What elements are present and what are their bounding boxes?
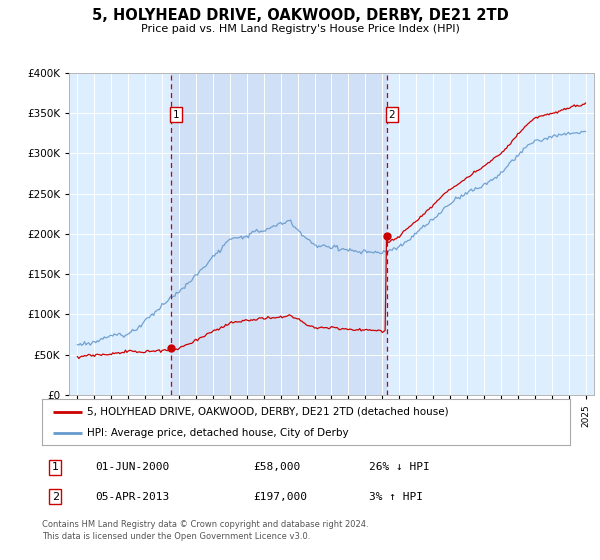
Text: 2: 2: [52, 492, 59, 502]
Text: 5, HOLYHEAD DRIVE, OAKWOOD, DERBY, DE21 2TD: 5, HOLYHEAD DRIVE, OAKWOOD, DERBY, DE21 …: [92, 8, 508, 24]
Text: £58,000: £58,000: [253, 462, 301, 472]
Text: Price paid vs. HM Land Registry's House Price Index (HPI): Price paid vs. HM Land Registry's House …: [140, 24, 460, 34]
Text: 2: 2: [389, 110, 395, 120]
Text: 1: 1: [172, 110, 179, 120]
Text: Contains HM Land Registry data © Crown copyright and database right 2024.: Contains HM Land Registry data © Crown c…: [42, 520, 368, 529]
Text: 5, HOLYHEAD DRIVE, OAKWOOD, DERBY, DE21 2TD (detached house): 5, HOLYHEAD DRIVE, OAKWOOD, DERBY, DE21 …: [87, 407, 449, 417]
Text: 05-APR-2013: 05-APR-2013: [95, 492, 169, 502]
Text: £197,000: £197,000: [253, 492, 307, 502]
Text: 3% ↑ HPI: 3% ↑ HPI: [370, 492, 424, 502]
Text: This data is licensed under the Open Government Licence v3.0.: This data is licensed under the Open Gov…: [42, 532, 310, 541]
Text: 01-JUN-2000: 01-JUN-2000: [95, 462, 169, 472]
Text: 26% ↓ HPI: 26% ↓ HPI: [370, 462, 430, 472]
Text: 1: 1: [52, 462, 59, 472]
Bar: [170, 73, 387, 395]
Text: HPI: Average price, detached house, City of Derby: HPI: Average price, detached house, City…: [87, 428, 349, 438]
